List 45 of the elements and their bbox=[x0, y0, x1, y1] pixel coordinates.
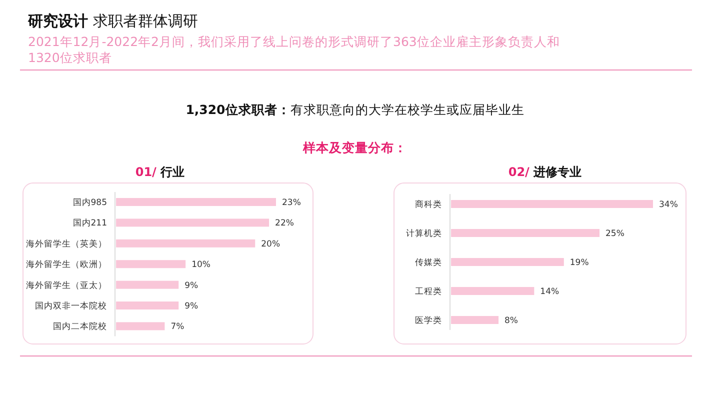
data-label: 14% bbox=[540, 287, 560, 297]
data-label: 7% bbox=[170, 322, 184, 332]
bar bbox=[116, 302, 179, 310]
y-tick-label: 工程类 bbox=[415, 286, 442, 297]
data-label: 22% bbox=[275, 218, 294, 229]
bar bbox=[451, 287, 534, 295]
data-label: 9% bbox=[184, 302, 198, 312]
y-tick-label: 海外留学生（亚太） bbox=[26, 280, 107, 291]
bar bbox=[116, 260, 186, 268]
data-label: 19% bbox=[570, 258, 589, 268]
y-tick-label: 国内双非一本院校 bbox=[35, 300, 107, 312]
y-tick-label: 国内二本院校 bbox=[53, 321, 107, 332]
text: 样本及变量分布： bbox=[302, 140, 407, 155]
y-tick-label: 国内211 bbox=[72, 218, 107, 229]
chart-title: 01/ 行业 bbox=[135, 165, 185, 179]
bar bbox=[116, 280, 179, 289]
y-tick-label: 传媒类 bbox=[415, 257, 442, 268]
bar bbox=[116, 198, 276, 206]
bar bbox=[451, 229, 600, 237]
data-label: 20% bbox=[261, 239, 280, 250]
bar bbox=[116, 322, 165, 330]
data-label: 34% bbox=[659, 200, 678, 210]
bar bbox=[116, 218, 270, 227]
bar bbox=[116, 239, 256, 248]
text: 2021年12月-2022年2月间，我们采用了线上问卷的形式调研了363位企业雇主形象负责人和 bbox=[28, 34, 560, 49]
data-label: 9% bbox=[184, 280, 198, 291]
y-tick-label: 商科类 bbox=[415, 199, 442, 210]
data-label: 23% bbox=[282, 198, 301, 208]
y-tick-label: 海外留学生（欧洲） bbox=[26, 259, 107, 270]
text: 求职者群体调研 bbox=[93, 12, 198, 30]
y-tick-label: 国内985 bbox=[72, 197, 107, 208]
data-label: 25% bbox=[606, 229, 624, 239]
text: 有求职意向的大学在校学生或应届毕业生 bbox=[290, 102, 524, 117]
data-label: 8% bbox=[504, 316, 518, 326]
chart-title: 02/ 进修专业 bbox=[508, 165, 582, 179]
y-tick-label: 医学类 bbox=[415, 315, 442, 326]
y-tick-label: 计算机类 bbox=[406, 228, 442, 239]
data-label: 10% bbox=[192, 260, 210, 270]
bar bbox=[451, 316, 499, 324]
y-tick-label: 海外留学生（英美） bbox=[26, 238, 107, 250]
text: 1320位求职者 bbox=[28, 50, 112, 65]
bar bbox=[451, 258, 564, 266]
text: 1,320位求职者： bbox=[186, 102, 290, 117]
bar bbox=[451, 200, 653, 208]
text: 研究设计 bbox=[27, 12, 88, 30]
